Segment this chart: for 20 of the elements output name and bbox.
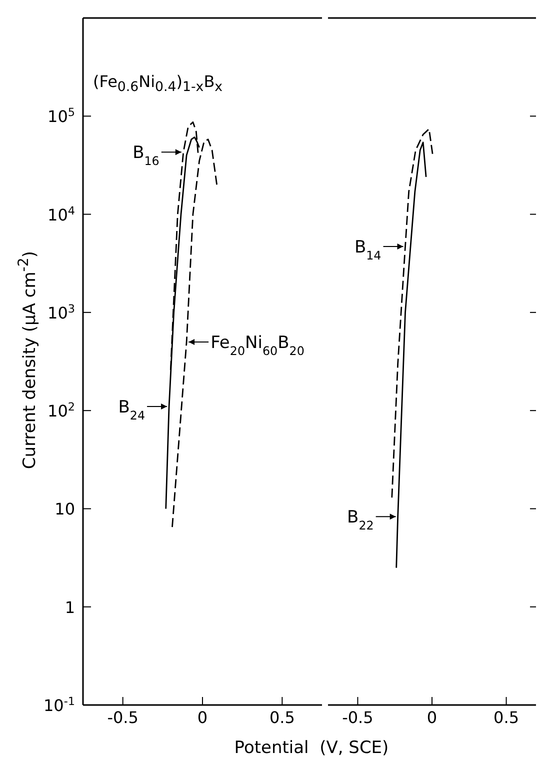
x-tick-label: -0.5 — [342, 708, 374, 727]
x-tick-label: 0.5 — [494, 708, 520, 727]
x-tick-label: 0 — [426, 708, 438, 727]
y-tick-label: 10$^{3}$ — [48, 302, 75, 322]
y-tick-label: 1 — [64, 598, 75, 617]
annotation: B$_{22}$ — [347, 508, 374, 533]
annotation: B$_{14}$ — [354, 237, 382, 262]
y-tick-label: 10$^{5}$ — [48, 106, 75, 126]
y-tick-label: 10$^{4}$ — [48, 204, 75, 224]
y-tick-label: 10 — [54, 500, 75, 519]
annotation: (Fe$_{0.6}$Ni$_{0.4}$)$_{1-x}$B$_{x}$ — [93, 72, 223, 96]
y-tick-label: 10$^{2}$ — [48, 400, 75, 421]
x-tick-label: 0.5 — [269, 708, 295, 727]
y-tick-label: 10$^{-1}$ — [43, 694, 75, 715]
x-tick-label: 0 — [197, 708, 208, 727]
annotation: B$_{16}$ — [132, 143, 160, 168]
x-tick-label: -0.5 — [107, 708, 138, 727]
x-axis-title: Potential (V, SCE) — [233, 738, 390, 758]
annotation: B$_{24}$ — [118, 398, 146, 423]
annotation: Fe$_{20}$Ni$_{60}$B$_{20}$ — [210, 332, 304, 358]
